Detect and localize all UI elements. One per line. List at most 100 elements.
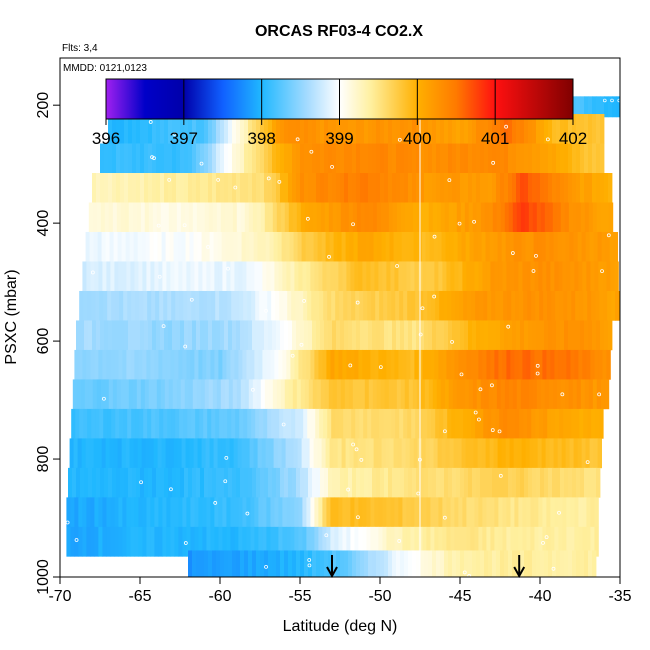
heatmap-cell [540,173,545,203]
heatmap-cell [598,261,603,292]
heatmap-cell [554,526,559,557]
heatmap-cell [204,320,209,351]
heatmap-cell [350,526,355,557]
heatmap-cell [374,349,379,380]
heatmap-cell [472,173,477,203]
heatmap-cell [305,231,310,262]
heatmap-cell [102,497,107,528]
heatmap-cell [104,173,109,203]
heatmap-cell [553,438,558,469]
heatmap-cell [478,349,483,380]
heatmap-cell [504,320,509,351]
sample-marker [139,480,143,485]
heatmap-cell [564,467,569,498]
heatmap-cell [186,497,191,528]
heatmap-cell [320,114,325,144]
sample-marker [545,137,550,142]
sample-marker [447,178,452,183]
heatmap-cell [361,231,366,262]
heatmap-cell [150,349,155,380]
heatmap-cell [260,467,265,498]
heatmap-cells [66,96,620,577]
heatmap-cell [581,231,586,262]
heatmap-cell [163,408,168,439]
heatmap-cell [182,261,187,292]
heatmap-cell [506,497,511,528]
heatmap-cell [212,550,217,577]
heatmap-cell [384,173,389,203]
heatmap-cell [123,290,128,321]
heatmap-cell [475,408,480,439]
heatmap-cell [236,202,242,233]
heatmap-cell [204,114,209,144]
heatmap-cell [312,550,317,577]
heatmap-cell [92,202,98,233]
heatmap-cell [511,290,516,321]
heatmap-cell [72,467,77,498]
heatmap-cell [280,114,285,144]
heatmap-cell [492,114,497,144]
heatmap-cell [521,438,526,469]
heatmap-cell [479,290,484,321]
heatmap-cell [118,261,123,292]
heatmap-cell [248,320,253,351]
heatmap-cell [585,231,590,262]
heatmap-cell [260,114,265,144]
heatmap-cell [300,379,306,410]
sample-marker [359,457,364,462]
heatmap-cell [300,320,305,351]
heatmap-cell [546,497,551,528]
heatmap-cell [192,143,197,174]
heatmap-cell [528,114,533,144]
heatmap-cell [328,550,333,577]
heatmap-cell [182,349,187,380]
heatmap-cell [583,290,588,321]
sample-marker [245,511,250,516]
heatmap-cell [86,261,91,292]
sample-marker [172,132,177,136]
heatmap-cell [564,143,569,174]
heatmap-cell [359,290,364,321]
heatmap-cell [456,202,462,233]
heatmap-cell [213,438,218,469]
heatmap-cell [188,379,194,410]
heatmap-cell [332,114,337,144]
heatmap-cell [272,320,277,351]
heatmap-cell [368,467,373,498]
heatmap-cell [453,231,458,262]
heatmap-cell [442,261,447,292]
heatmap-cell [530,261,535,292]
heatmap-cell [393,438,398,469]
heatmap-cell [123,408,128,439]
heatmap-cell [228,550,233,577]
heatmap-cell [494,349,499,380]
heatmap-cell [296,550,301,577]
heatmap-cell [330,261,335,292]
heatmap-cell [185,438,190,469]
heatmap-cell [610,261,615,292]
heatmap-cell [328,320,333,351]
heatmap-cell [529,438,534,469]
heatmap-cell [496,173,501,203]
heatmap-cell [149,231,154,262]
heatmap-cell [396,467,401,498]
heatmap-cell [286,261,291,292]
heatmap-cell [298,497,303,528]
heatmap-cell [339,290,344,321]
heatmap-cell [264,550,269,577]
heatmap-cell [105,438,110,469]
heatmap-cell [588,96,593,118]
heatmap-cell [506,349,511,380]
heatmap-cell [388,173,393,203]
heatmap-cell [546,526,551,557]
heatmap-cell [126,526,131,557]
heatmap-cell [119,290,124,321]
heatmap-cell [482,526,487,557]
heatmap-cell [439,290,444,321]
heatmap-cell [272,202,278,233]
heatmap-cell [214,526,219,557]
heatmap-cell [329,438,334,469]
heatmap-cell [324,202,330,233]
heatmap-cell [347,290,352,321]
heatmap-cell [268,379,274,410]
